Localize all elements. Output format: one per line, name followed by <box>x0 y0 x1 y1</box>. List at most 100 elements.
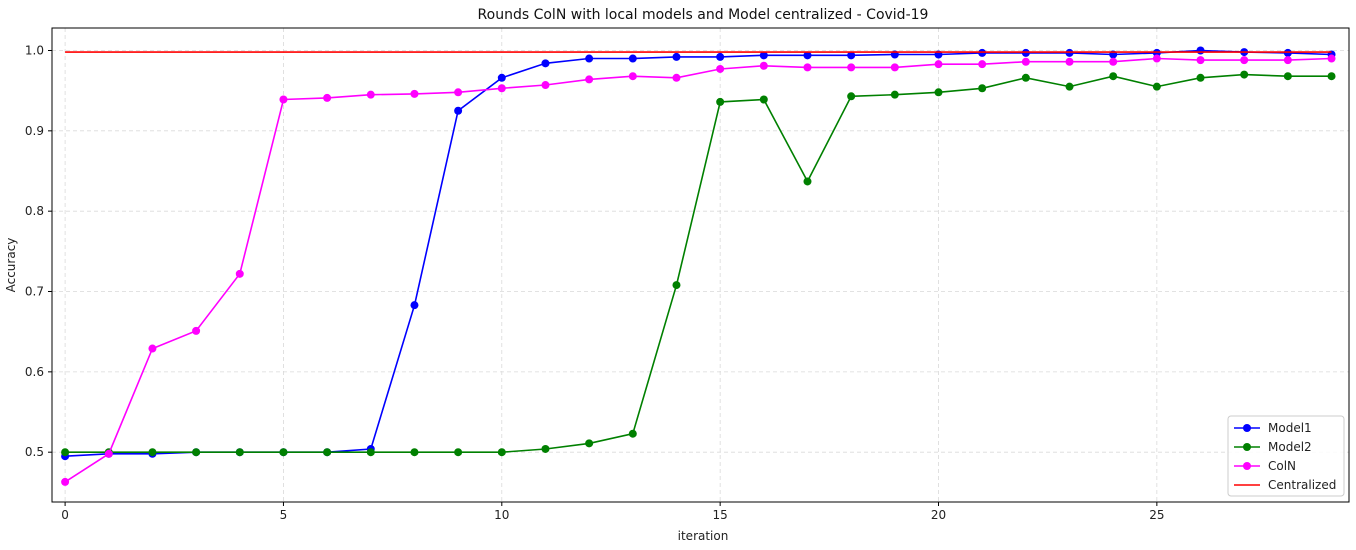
y-tick-label: 1.0 <box>25 43 44 57</box>
legend-item: Model1 <box>1234 421 1312 435</box>
data-point <box>672 281 681 290</box>
y-axis-ticks: 0.5 0.6 0.7 0.8 0.9 1.0 <box>25 43 52 459</box>
data-point <box>672 73 681 82</box>
legend-label: Model1 <box>1268 421 1312 435</box>
plot-frame <box>51 27 1350 503</box>
series-model1 <box>61 46 1336 461</box>
legend-marker <box>1243 443 1251 451</box>
data-point <box>759 51 768 60</box>
x-tick-label: 15 <box>713 508 728 522</box>
data-point <box>1283 72 1292 81</box>
data-point <box>628 72 637 81</box>
data-point <box>1021 48 1030 57</box>
x-axis-label: iteration <box>678 529 729 543</box>
legend-marker <box>1243 462 1251 470</box>
data-point <box>890 90 899 99</box>
data-point <box>148 344 157 353</box>
data-point <box>628 54 637 63</box>
x-axis-ticks: 0 5 10 15 20 25 <box>61 502 1164 522</box>
data-point <box>628 429 637 438</box>
data-point <box>1065 48 1074 57</box>
y-tick-label: 0.5 <box>25 445 44 459</box>
data-point <box>803 51 812 60</box>
x-tick-label: 25 <box>1149 508 1164 522</box>
grid-lines <box>52 28 1349 502</box>
x-tick-label: 0 <box>61 508 69 522</box>
legend-marker <box>1243 424 1251 432</box>
data-point <box>759 95 768 104</box>
data-point <box>454 106 463 115</box>
data-point <box>585 439 594 448</box>
data-point <box>1196 46 1205 55</box>
series-layer <box>61 46 1336 486</box>
data-point <box>1327 54 1336 63</box>
series-coln <box>61 54 1336 486</box>
data-point <box>847 63 856 72</box>
data-point <box>978 60 987 69</box>
data-point <box>366 90 375 99</box>
data-point <box>716 52 725 61</box>
data-point <box>410 301 419 310</box>
x-tick-label: 20 <box>931 508 946 522</box>
data-point <box>454 88 463 97</box>
y-tick-label: 0.8 <box>25 204 44 218</box>
data-point <box>1196 56 1205 65</box>
data-point <box>1240 70 1249 79</box>
data-point <box>803 63 812 72</box>
data-point <box>1152 48 1161 57</box>
data-point <box>192 326 201 335</box>
data-point <box>541 81 550 90</box>
data-point <box>978 48 987 57</box>
data-point <box>1152 54 1161 63</box>
legend-label: ColN <box>1268 459 1296 473</box>
x-tick-label: 10 <box>494 508 509 522</box>
data-point <box>541 59 550 68</box>
data-point <box>541 444 550 453</box>
y-tick-label: 0.6 <box>25 365 44 379</box>
data-point <box>61 477 70 486</box>
legend-item: ColN <box>1234 459 1296 473</box>
data-point <box>1240 56 1249 65</box>
data-point <box>759 61 768 70</box>
data-point <box>847 51 856 60</box>
legend-label: Model2 <box>1268 440 1312 454</box>
data-point <box>148 448 157 457</box>
data-point <box>61 448 70 457</box>
data-point <box>323 448 332 457</box>
data-point <box>497 84 506 93</box>
data-point <box>454 448 463 457</box>
data-point <box>934 88 943 97</box>
legend-label: Centralized <box>1268 478 1336 492</box>
data-point <box>585 54 594 63</box>
data-point <box>104 449 113 458</box>
legend-item: Model2 <box>1234 440 1312 454</box>
data-point <box>1283 48 1292 57</box>
x-tick-label: 5 <box>280 508 288 522</box>
data-point <box>497 73 506 82</box>
data-point <box>1283 56 1292 65</box>
data-point <box>1109 57 1118 66</box>
data-point <box>192 448 201 457</box>
data-point <box>1065 82 1074 91</box>
series-model2 <box>61 70 1336 457</box>
data-point <box>1109 72 1118 81</box>
data-point <box>497 448 506 457</box>
legend-item: Centralized <box>1234 478 1336 492</box>
data-point <box>1196 73 1205 82</box>
data-point <box>803 177 812 186</box>
series-line <box>65 73 1332 454</box>
y-tick-label: 0.7 <box>25 285 44 299</box>
data-point <box>279 95 288 104</box>
data-point <box>585 75 594 84</box>
data-point <box>1065 57 1074 66</box>
data-point <box>1152 82 1161 91</box>
data-point <box>978 84 987 93</box>
data-point <box>890 63 899 72</box>
data-point <box>235 448 244 457</box>
y-tick-label: 0.9 <box>25 124 44 138</box>
data-point <box>716 64 725 73</box>
data-point <box>672 52 681 61</box>
legend-box <box>1227 415 1345 497</box>
data-point <box>716 97 725 106</box>
